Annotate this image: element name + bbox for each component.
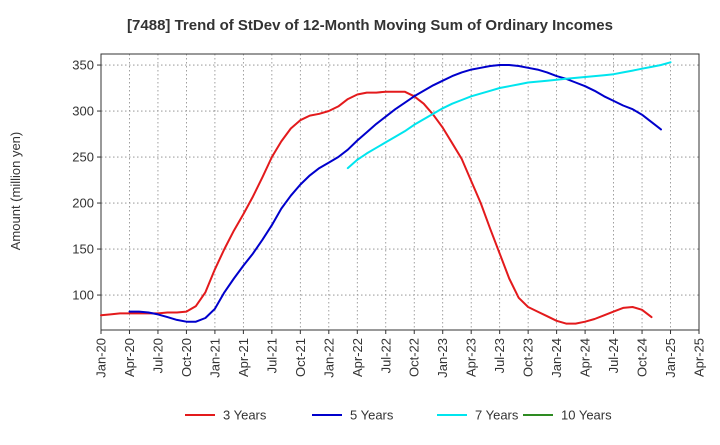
x-tick-label: Jul-24 bbox=[606, 338, 621, 373]
y-tick-label: 350 bbox=[72, 58, 94, 73]
x-tick-label: Apr-21 bbox=[236, 338, 251, 377]
y-tick-label: 100 bbox=[72, 288, 94, 303]
x-tick-label: Jan-23 bbox=[435, 338, 450, 378]
x-tick-label: Jan-25 bbox=[663, 338, 678, 378]
x-tick-label: Oct-24 bbox=[635, 338, 650, 377]
y-tick-label: 150 bbox=[72, 242, 94, 257]
series-line-3-years bbox=[100, 90, 653, 325]
series-line-5-years bbox=[128, 64, 662, 323]
x-tick-label: Apr-22 bbox=[350, 338, 365, 377]
legend: 3 Years 5 Years 7 Years 10 Years bbox=[185, 408, 612, 423]
x-tick-label: Jul-23 bbox=[492, 338, 507, 373]
legend-label: 7 Years bbox=[475, 408, 519, 423]
x-tick-label: Jan-21 bbox=[207, 338, 222, 378]
series-lines bbox=[100, 61, 672, 325]
series-line-7-years bbox=[346, 61, 672, 170]
x-tick-label: Jan-24 bbox=[549, 338, 564, 378]
x-tick-label: Jul-22 bbox=[378, 338, 393, 373]
x-axis-ticks: Jan-20 Apr-20 Jul-20 Oct-20 Jan-21 Apr-21 Jul-… bbox=[94, 330, 707, 378]
grid bbox=[101, 54, 699, 330]
x-tick-label: Jan-22 bbox=[321, 338, 336, 378]
legend-label: 5 Years bbox=[350, 408, 394, 423]
x-tick-label: Oct-23 bbox=[521, 338, 536, 377]
x-tick-label: Oct-20 bbox=[179, 338, 194, 377]
x-tick-label: Apr-24 bbox=[578, 338, 593, 377]
x-tick-label: Apr-23 bbox=[464, 338, 479, 377]
x-tick-label: Jul-20 bbox=[150, 338, 165, 373]
x-tick-label: Oct-22 bbox=[407, 338, 422, 377]
legend-label: 3 Years bbox=[223, 408, 267, 423]
x-tick-label: Apr-25 bbox=[692, 338, 707, 377]
y-axis-label: Amount (million yen) bbox=[8, 132, 23, 251]
legend-label: 10 Years bbox=[561, 408, 612, 423]
plot-area-border bbox=[100, 53, 700, 331]
x-tick-label: Jan-20 bbox=[94, 338, 109, 378]
y-tick-label: 200 bbox=[72, 196, 94, 211]
y-tick-label: 250 bbox=[72, 150, 94, 165]
x-tick-label: Apr-20 bbox=[122, 338, 137, 377]
x-tick-label: Oct-21 bbox=[293, 338, 308, 377]
y-axis-ticks: 100 150 200 250 300 350 bbox=[72, 58, 101, 303]
x-tick-label: Jul-21 bbox=[264, 338, 279, 373]
chart-title: [7488] Trend of StDev of 12-Month Moving… bbox=[127, 17, 613, 34]
y-tick-label: 300 bbox=[72, 104, 94, 119]
